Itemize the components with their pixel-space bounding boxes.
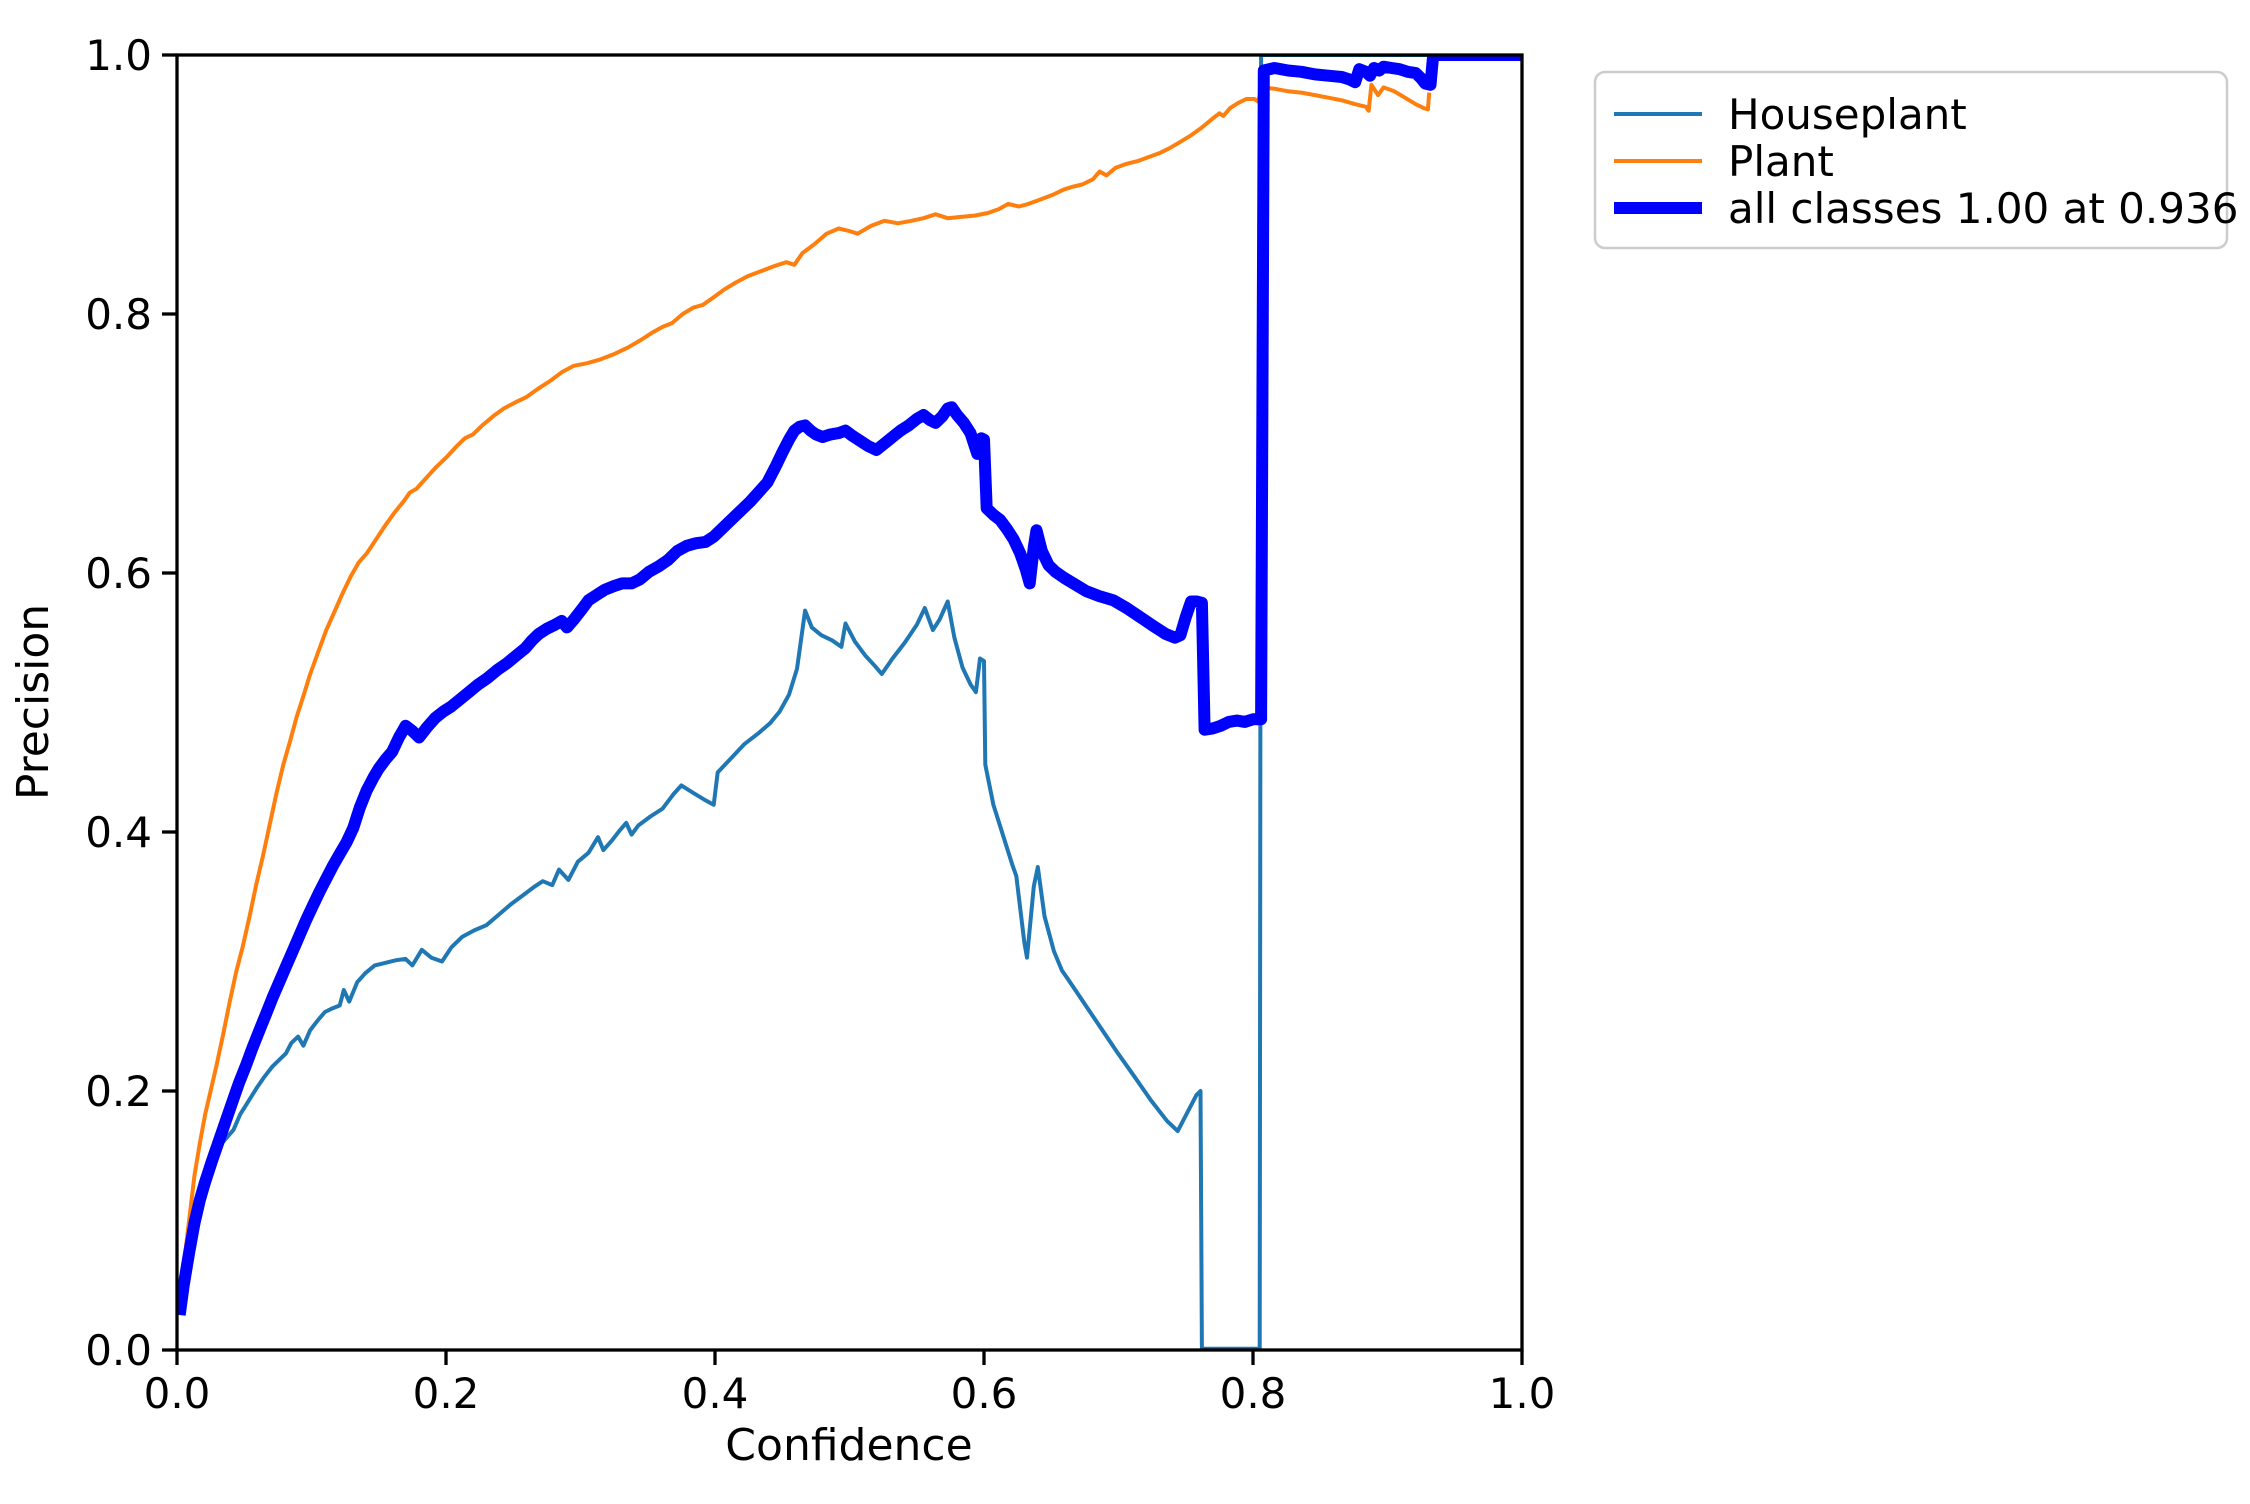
plant-line	[177, 82, 1432, 1312]
x-tick-label: 0.6	[951, 1369, 1018, 1418]
y-tick-label: 0.6	[85, 549, 152, 598]
legend-box	[1593, 70, 2229, 250]
y-tick-label: 0.4	[85, 808, 152, 857]
x-axis-ticks: 0.0 0.2 0.4 0.6 0.8 1.0	[144, 1350, 1556, 1418]
houseplant-line	[177, 55, 1522, 1350]
legend-label-all-classes: all classes 1.00 at 0.936	[1728, 184, 2238, 233]
x-tick-label: 0.4	[682, 1369, 749, 1418]
y-tick-label: 0.8	[85, 290, 152, 339]
x-tick-label: 0.0	[144, 1369, 211, 1418]
y-axis-label: Precision	[8, 604, 59, 800]
y-tick-label: 1.0	[85, 31, 152, 80]
all-classes-line	[177, 55, 1522, 1316]
x-axis-label: Confidence	[725, 1420, 972, 1471]
legend-label-houseplant: Houseplant	[1728, 90, 1967, 139]
x-tick-label: 0.2	[413, 1369, 480, 1418]
plot-series	[177, 55, 1522, 1350]
y-tick-label: 0.2	[85, 1067, 152, 1116]
x-tick-label: 1.0	[1489, 1369, 1556, 1418]
legend-label-plant: Plant	[1728, 137, 1834, 186]
y-tick-label: 0.0	[85, 1326, 152, 1375]
plot-border	[175, 53, 1524, 1352]
y-axis-ticks: 0.0 0.2 0.4 0.6 0.8 1.0	[85, 31, 177, 1375]
x-tick-label: 0.8	[1220, 1369, 1287, 1418]
